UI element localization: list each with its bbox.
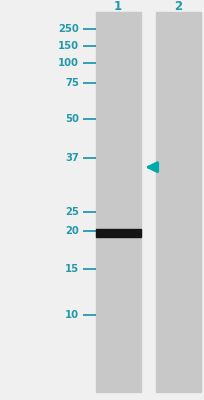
Text: 2: 2 bbox=[173, 0, 182, 12]
Text: 20: 20 bbox=[65, 226, 79, 236]
Bar bbox=[155, 12, 200, 392]
Text: 1: 1 bbox=[113, 0, 121, 12]
Text: 15: 15 bbox=[64, 264, 79, 274]
Text: 250: 250 bbox=[58, 24, 79, 34]
Text: 25: 25 bbox=[65, 207, 79, 217]
Text: 37: 37 bbox=[65, 153, 79, 163]
Text: 50: 50 bbox=[65, 114, 79, 124]
Bar bbox=[96, 229, 141, 237]
Text: 150: 150 bbox=[58, 41, 79, 51]
Text: 100: 100 bbox=[58, 58, 79, 68]
Bar bbox=[96, 12, 141, 392]
Text: 10: 10 bbox=[65, 310, 79, 320]
Text: 75: 75 bbox=[65, 78, 79, 88]
